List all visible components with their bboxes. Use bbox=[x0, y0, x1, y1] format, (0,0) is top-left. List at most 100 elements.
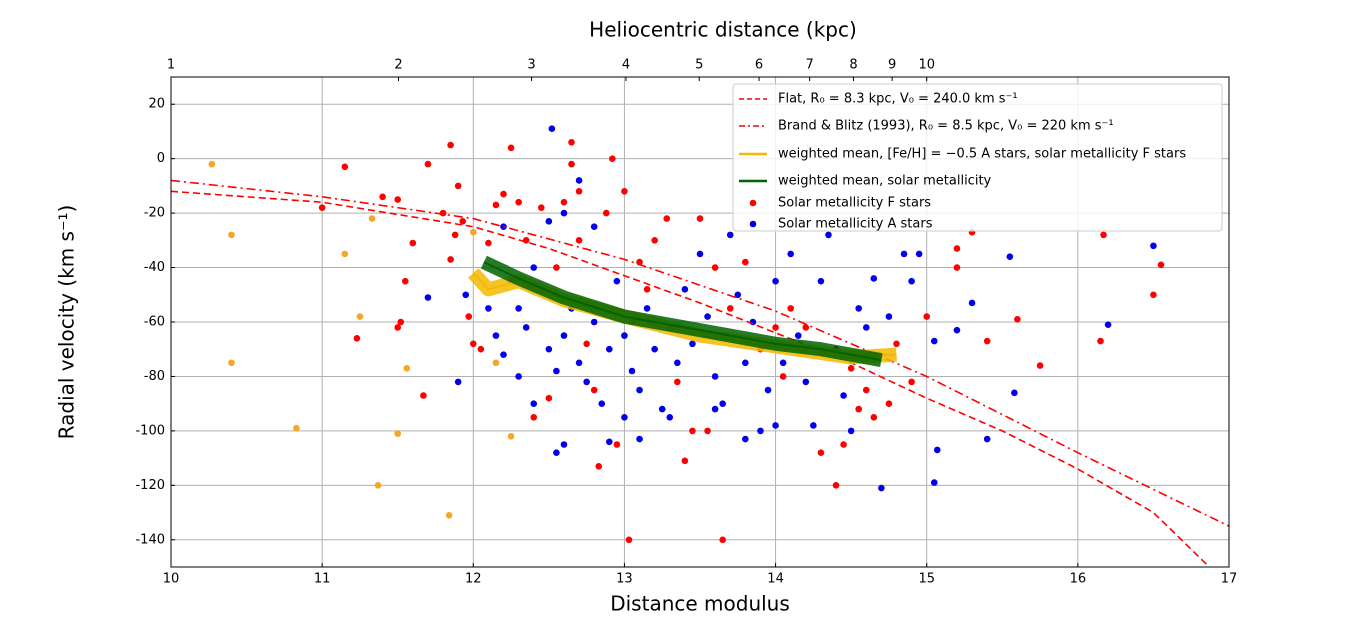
point bbox=[825, 231, 832, 239]
point bbox=[681, 457, 689, 465]
legend-label: Brand & Blitz (1993), R₀ = 8.5 kpc, V₀ =… bbox=[778, 119, 1114, 134]
point bbox=[621, 413, 628, 421]
point bbox=[575, 177, 583, 184]
x2-tick-label: 7 bbox=[806, 58, 814, 73]
point bbox=[855, 405, 862, 413]
point bbox=[447, 256, 454, 263]
point bbox=[613, 277, 621, 285]
point bbox=[651, 237, 658, 244]
point bbox=[704, 313, 711, 320]
point bbox=[560, 441, 568, 448]
point bbox=[900, 250, 908, 258]
point bbox=[424, 160, 432, 168]
x-tick-label: 13 bbox=[616, 572, 633, 587]
point bbox=[530, 413, 538, 421]
point bbox=[885, 400, 893, 407]
x2-tick-label: 2 bbox=[394, 58, 402, 73]
point bbox=[459, 217, 467, 225]
point bbox=[507, 144, 515, 152]
point bbox=[674, 359, 681, 367]
point bbox=[651, 345, 658, 353]
point bbox=[538, 204, 545, 211]
point bbox=[711, 373, 719, 380]
point bbox=[454, 378, 462, 386]
point bbox=[545, 394, 553, 402]
point bbox=[598, 400, 606, 407]
point bbox=[590, 386, 598, 394]
legend-marker bbox=[749, 220, 757, 228]
point bbox=[445, 511, 453, 519]
point bbox=[613, 441, 621, 448]
point bbox=[742, 359, 749, 367]
point bbox=[515, 198, 522, 206]
point bbox=[847, 427, 855, 435]
point bbox=[696, 215, 704, 222]
point bbox=[704, 427, 711, 435]
y-tick-label: -140 bbox=[135, 532, 165, 547]
point bbox=[968, 299, 976, 307]
legend-label: weighted mean, [Fe/H] = −0.5 A stars, so… bbox=[778, 147, 1186, 162]
model-line bbox=[171, 179, 1229, 527]
point bbox=[840, 441, 847, 448]
point bbox=[553, 449, 560, 456]
x2-tick-label: 6 bbox=[755, 58, 763, 73]
point bbox=[465, 313, 473, 320]
point bbox=[711, 405, 719, 413]
point bbox=[451, 231, 459, 239]
plot-area bbox=[171, 125, 1229, 567]
x-tick-label: 11 bbox=[314, 572, 331, 587]
point bbox=[485, 305, 492, 312]
x2-tick-label: 4 bbox=[622, 58, 630, 73]
point bbox=[908, 378, 915, 386]
point bbox=[802, 378, 810, 386]
point bbox=[379, 193, 386, 201]
point bbox=[447, 141, 454, 149]
point bbox=[674, 378, 681, 386]
point bbox=[575, 359, 583, 367]
point bbox=[696, 250, 704, 258]
point bbox=[840, 392, 847, 399]
point bbox=[636, 435, 643, 443]
point bbox=[658, 405, 666, 413]
point bbox=[772, 422, 779, 429]
point bbox=[560, 332, 568, 339]
point bbox=[621, 332, 628, 339]
point bbox=[689, 427, 696, 435]
point bbox=[583, 340, 590, 348]
point bbox=[515, 305, 522, 312]
point bbox=[742, 435, 749, 443]
x2-tick-label: 1 bbox=[167, 58, 175, 73]
x-axis-label: Distance modulus bbox=[610, 592, 790, 616]
point bbox=[293, 424, 300, 432]
y-tick-label: -40 bbox=[144, 260, 165, 275]
point bbox=[787, 250, 794, 258]
legend-box bbox=[732, 83, 1223, 232]
point bbox=[779, 359, 787, 367]
x-tick-label: 15 bbox=[918, 572, 935, 587]
point bbox=[817, 449, 825, 456]
point bbox=[1150, 291, 1157, 299]
point bbox=[764, 386, 772, 394]
x2-tick-label: 10 bbox=[918, 58, 935, 73]
band-line bbox=[480, 255, 883, 368]
point bbox=[522, 324, 530, 331]
point bbox=[590, 318, 598, 326]
point bbox=[515, 373, 522, 380]
point bbox=[885, 313, 893, 320]
point bbox=[228, 231, 235, 239]
point bbox=[681, 286, 689, 293]
point bbox=[374, 482, 382, 489]
point bbox=[1014, 315, 1021, 323]
x2-tick-label: 8 bbox=[849, 58, 857, 73]
point bbox=[628, 367, 636, 375]
point bbox=[553, 264, 560, 271]
point bbox=[772, 324, 779, 331]
point bbox=[394, 196, 402, 203]
point bbox=[742, 258, 749, 266]
point bbox=[394, 324, 402, 331]
x-tick-label: 16 bbox=[1070, 572, 1087, 587]
point bbox=[663, 215, 671, 222]
point bbox=[595, 462, 603, 470]
point bbox=[397, 318, 405, 326]
x-tick-label: 14 bbox=[767, 572, 784, 587]
